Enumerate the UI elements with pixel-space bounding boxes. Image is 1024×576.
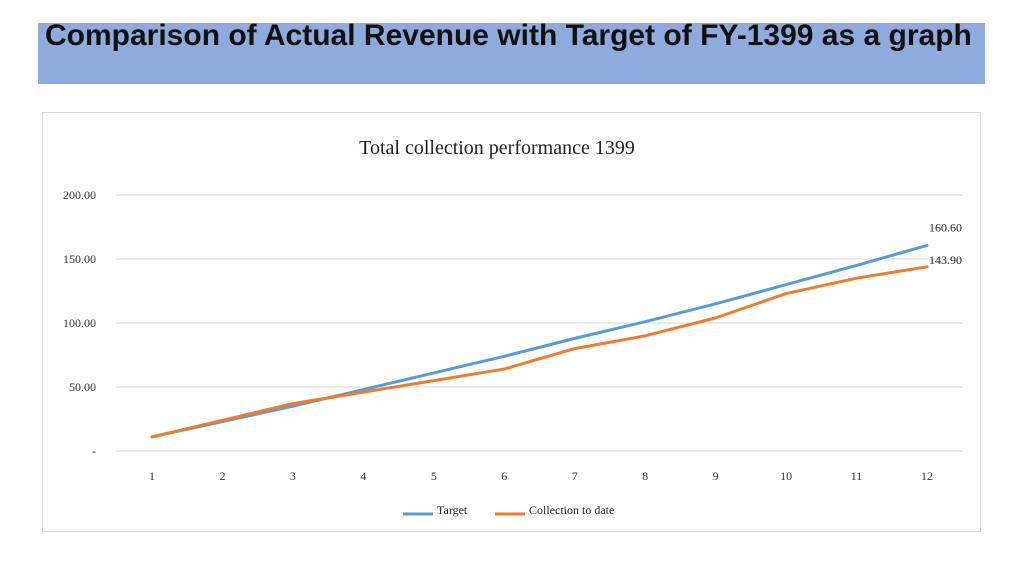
x-tick-label: 5 [431, 469, 437, 483]
x-tick-label: 12 [921, 469, 933, 483]
chart-title: Total collection performance 1399 [359, 137, 635, 159]
x-tick-label: 2 [219, 469, 225, 483]
page-title: Comparison of Actual Revenue with Target… [45, 19, 972, 52]
data-label-end: 143.90 [929, 253, 962, 267]
series-lines [150, 243, 929, 439]
x-axis-ticks: 1 2 3 4 5 6 7 8 9 10 11 12 [149, 469, 933, 483]
x-tick-label: 4 [360, 469, 366, 483]
title-banner [38, 23, 985, 84]
x-tick-label: 11 [851, 469, 863, 483]
x-tick-label: 3 [290, 469, 296, 483]
y-tick-label: 100.00 [63, 316, 96, 330]
x-tick-label: 1 [149, 469, 155, 483]
x-tick-label: 9 [713, 469, 719, 483]
y-axis-ticks: - 50.00 100.00 150.00 200.00 [63, 188, 96, 458]
x-tick-label: 10 [780, 469, 792, 483]
x-tick-label: 7 [572, 469, 578, 483]
x-tick-label: 8 [642, 469, 648, 483]
legend-label: Collection to date [529, 503, 614, 517]
y-tick-label: 200.00 [63, 188, 96, 202]
legend-label: Target [437, 503, 468, 517]
legend: Target Collection to date [403, 503, 614, 517]
y-tick-label: 150.00 [63, 252, 96, 266]
x-tick-label: 6 [501, 469, 507, 483]
series-line-target [150, 243, 929, 439]
y-tick-label: 50.00 [69, 380, 96, 394]
series-line-collection-to-date [150, 265, 929, 439]
data-label-end: 160.60 [929, 220, 962, 234]
data-labels: 160.60 143.90 [929, 220, 962, 266]
line-chart: Total collection performance 1399 - 50.00… [63, 137, 963, 517]
chart-frame: Total collection performance 1399 - 50.00… [42, 112, 981, 532]
gridlines [116, 194, 963, 452]
y-tick-label: - [92, 444, 96, 458]
